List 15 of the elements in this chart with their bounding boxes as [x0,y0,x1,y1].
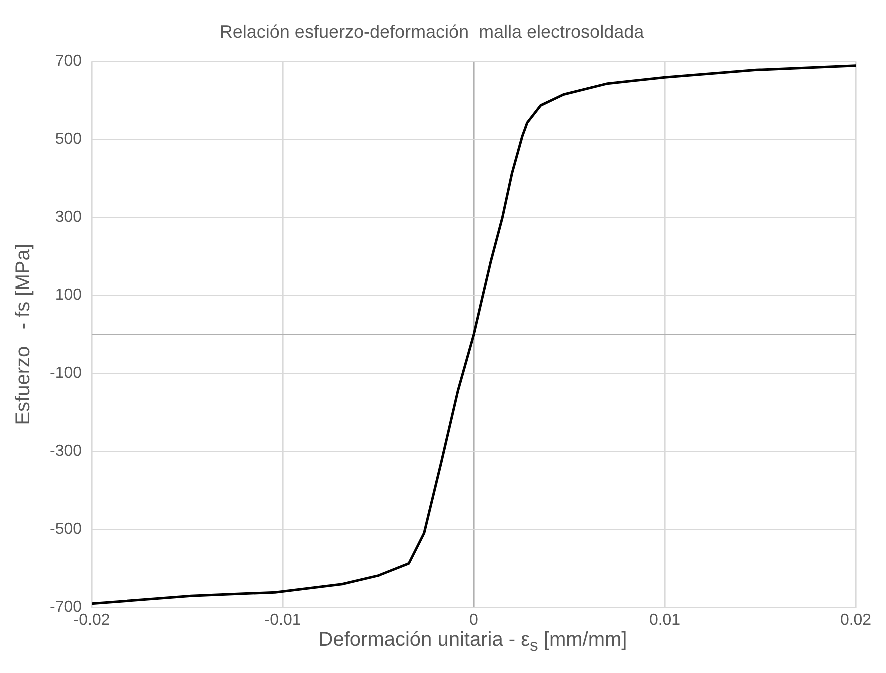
x-tick-label: 0.01 [649,612,681,629]
y-tick-label: 700 [55,53,82,70]
x-tick-label: -0.02 [74,612,110,629]
y-axis-title: Esfuerzo - fs [MPa] [12,244,35,426]
y-tick-label: 100 [55,287,82,304]
chart-title: Relación esfuerzo-deformación malla electrosoldada [220,22,646,42]
x-tick-label: 0 [470,612,479,629]
y-tick-label: -100 [50,365,82,382]
x-axis-title: Deformación unitaria - ε$_{s}$ [mm/mm] [318,629,628,656]
y-tick-label: 300 [55,209,82,226]
x-tick-label: 0.02 [840,612,872,629]
y-tick-label: 500 [55,131,82,148]
x-tick-label: -0.01 [264,612,302,629]
y-tick-label: -300 [50,443,82,460]
y-tick-label: -500 [50,521,82,538]
